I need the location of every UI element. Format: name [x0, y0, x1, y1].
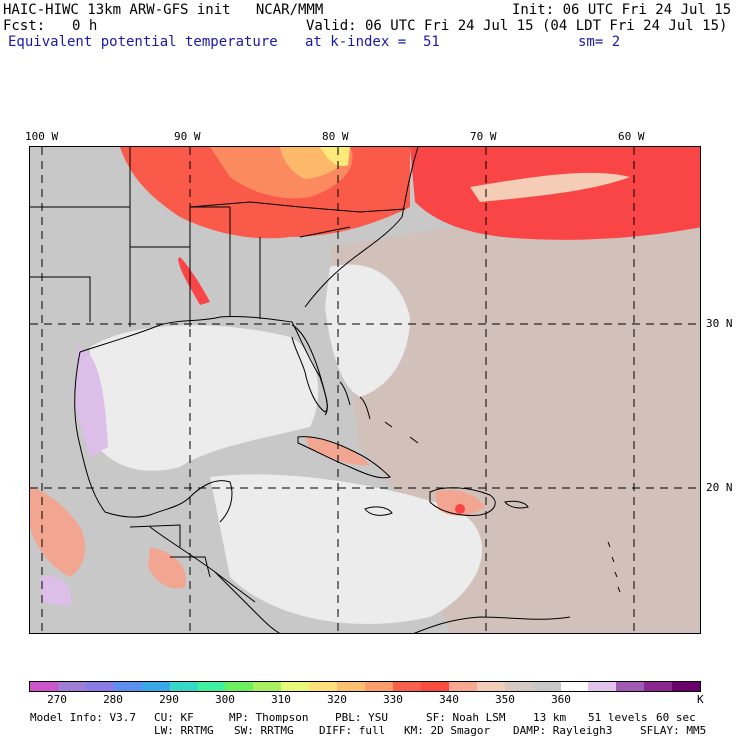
- lat-label-20n: 20 N: [706, 481, 733, 494]
- theta-e-map: [29, 146, 701, 634]
- field-pacific-365: [40, 576, 71, 607]
- lon-label-70w: 70 W: [470, 130, 497, 143]
- footer-timestep: 60 sec: [656, 711, 696, 724]
- valid-time: Valid: 06 UTC Fri 24 Jul 15 (04 LDT Fri …: [306, 18, 728, 34]
- field-hispaniola-340: [435, 490, 485, 516]
- footer-sw: SW: RRTMG: [234, 724, 294, 737]
- colorbar-tick-label: 300: [215, 693, 235, 706]
- footer-pbl: PBL: YSU: [335, 711, 388, 724]
- colorbar-segment: [588, 682, 617, 691]
- colorbar-segment: [253, 682, 282, 691]
- colorbar-segment: [504, 682, 533, 691]
- florida-peninsula: [291, 324, 328, 416]
- field-cuba-340: [305, 437, 370, 466]
- field-hispaniola-330: [455, 504, 465, 514]
- lat-label-30n: 30 N: [706, 317, 733, 330]
- colorbar-segment: [169, 682, 198, 691]
- puerto-rico: [504, 500, 529, 509]
- footer-diff: DIFF: full: [319, 724, 386, 737]
- model-title: HAIC-HIWC 13km ARW-GFS init NCAR/MMM: [3, 2, 324, 18]
- colorbar-segment: [644, 682, 673, 691]
- colorbar-segment: [281, 682, 310, 691]
- us-east-coast: [304, 147, 419, 308]
- field-texas-coast-365: [75, 347, 108, 457]
- colorbar-segment: [337, 682, 366, 691]
- footer-cu: CU: KF: [154, 711, 194, 724]
- colorbar-segment: [57, 682, 86, 691]
- field-caribbean-360: [210, 474, 483, 624]
- us-gulf-coast: [79, 315, 328, 413]
- footer-levels: 51 levels: [588, 711, 648, 724]
- field-appalachia-315: [320, 147, 350, 167]
- colorbar-tick-label: 340: [439, 693, 459, 706]
- lesser-antilles: [607, 541, 621, 593]
- forecast-hour: 0 h: [72, 18, 98, 34]
- colorbar-segment: [309, 682, 338, 691]
- field-north-atlantic-345: [470, 172, 630, 202]
- texas-mexico-coast: [74, 351, 191, 518]
- south-america-coast: [413, 616, 571, 633]
- colorbar-tick-label: 350: [495, 693, 515, 706]
- colorbar-segment: [616, 682, 645, 691]
- init-time: Init: 06 UTC Fri 24 Jul 15: [512, 2, 732, 18]
- colorbar-segment: [365, 682, 393, 691]
- hispaniola: [429, 487, 496, 516]
- footer-mp: MP: Thompson: [229, 711, 309, 724]
- lon-label-100w: 100 W: [25, 130, 59, 143]
- smoothing: sm= 2: [578, 34, 621, 50]
- level-index: at k-index = 51: [305, 34, 440, 50]
- field-gulf-360: [90, 325, 319, 471]
- colorbar-tick-label: 280: [103, 693, 123, 706]
- colorbar-segment: [113, 682, 142, 691]
- colorbar-segment: [420, 682, 449, 691]
- field-atlantic-coast-360: [325, 264, 410, 397]
- colorbar-tick-label: 270: [47, 693, 67, 706]
- footer-lw: LW: RRTMG: [154, 724, 214, 737]
- field-mississippi-335: [178, 257, 210, 305]
- coastlines: [30, 147, 621, 633]
- lon-label-80w: 80 W: [322, 130, 349, 143]
- footer-sflay: SFLAY: MM5: [640, 724, 707, 737]
- bahamas: [339, 381, 419, 444]
- graticule: [30, 147, 700, 633]
- footer-sf: SF: Noah LSM: [426, 711, 506, 724]
- colorbar-segment: [672, 682, 701, 691]
- colorbar: [29, 681, 701, 692]
- footer-km: KM: 2D Smagor: [404, 724, 491, 737]
- colorbar-unit: K: [697, 693, 704, 706]
- colorbar-segment: [448, 682, 477, 691]
- jamaica: [364, 506, 393, 516]
- lon-label-90w: 90 W: [174, 130, 201, 143]
- colorbar-tick-label: 360: [551, 693, 571, 706]
- colorbar-tick-label: 330: [383, 693, 403, 706]
- colorbar-segment: [197, 682, 226, 691]
- forecast-label: Fcst:: [3, 18, 46, 34]
- footer-resolution: 13 km: [533, 711, 567, 724]
- cuba: [297, 436, 391, 479]
- footer-model-info: Model Info: V3.7: [30, 711, 136, 724]
- colorbar-segment: [30, 682, 58, 691]
- colorbar-segment: [560, 682, 589, 691]
- map-canvas: [30, 147, 700, 633]
- mexico-borders: [129, 524, 256, 603]
- field-central-america-340: [148, 547, 186, 589]
- colorbar-segment: [141, 682, 170, 691]
- colorbar-segment: [225, 682, 254, 691]
- colorbar-tick-label: 320: [327, 693, 347, 706]
- footer-damp: DAMP: Rayleigh3: [513, 724, 613, 737]
- field-name: Equivalent potential temperature: [8, 34, 278, 50]
- colorbar-segment: [476, 682, 505, 691]
- central-america: [149, 526, 281, 633]
- field-mexico-340: [30, 487, 86, 577]
- lon-label-60w: 60 W: [618, 130, 645, 143]
- colorbar-segment: [85, 682, 114, 691]
- colorbar-tick-label: 310: [271, 693, 291, 706]
- colorbar-tick-label: 290: [159, 693, 179, 706]
- yucatan: [189, 480, 233, 523]
- colorbar-segment: [392, 682, 421, 691]
- colorbar-segment: [532, 682, 561, 691]
